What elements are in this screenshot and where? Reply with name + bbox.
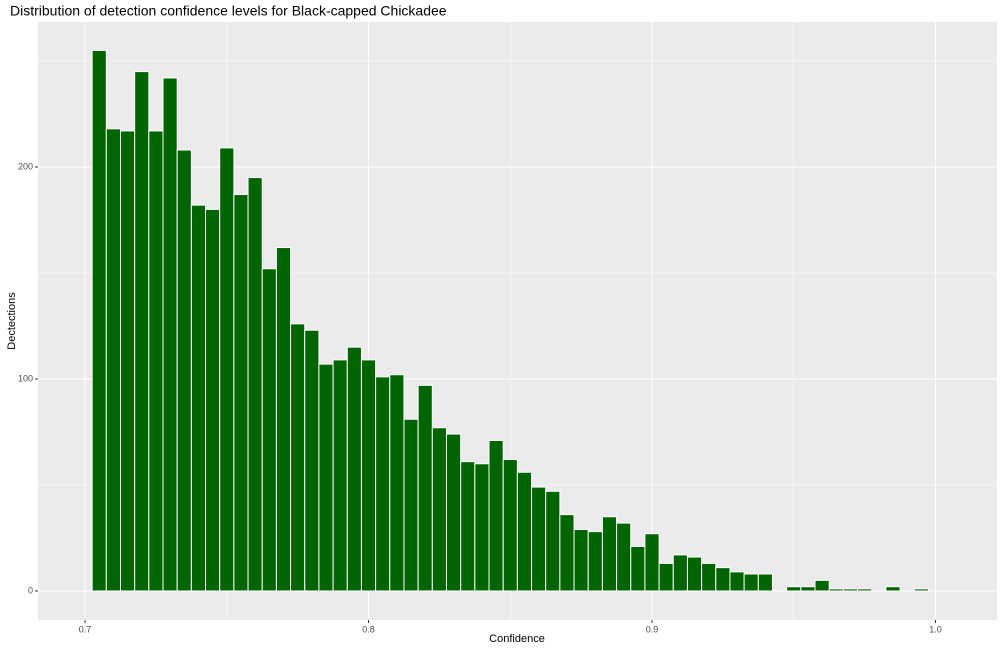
bar [743,573,759,592]
bar [375,376,391,592]
bar [800,586,816,592]
bar [431,427,447,592]
bar [630,545,646,592]
bar [460,461,476,592]
bar [545,490,561,592]
bar [502,459,518,592]
bar [417,384,433,592]
bar [176,149,192,592]
bar [672,554,688,592]
bar [275,247,292,592]
bar [715,567,731,592]
bar [786,586,802,592]
chart-title: Distribution of detection confidence lev… [10,3,447,19]
bar [190,204,207,592]
bar [403,418,419,592]
y-axis-label: Dectections [6,292,18,350]
bar [913,588,929,592]
bar [162,77,178,592]
bar [616,522,632,592]
x-tick-label: 0.8 [362,624,375,634]
bar [686,556,703,592]
bar [261,268,277,592]
bar [701,562,717,592]
bar [318,363,334,592]
bar [360,359,377,592]
bar [389,374,405,592]
x-tick-label: 0.9 [646,624,659,634]
bar [134,71,150,592]
bar [304,329,320,592]
bar [559,514,575,592]
bar [290,323,306,592]
bar [474,463,490,592]
bar [233,194,249,592]
bar [531,486,547,592]
y-tick-label: 0 [28,585,33,595]
bar [857,588,873,592]
bar [119,130,136,592]
bar [885,586,901,592]
bar [601,516,618,592]
bar [346,346,362,592]
y-tick-label: 200 [18,161,33,171]
bar [757,573,773,592]
bar [247,177,263,592]
bar [828,588,844,592]
x-tick-label: 0.7 [79,624,92,634]
bar [644,533,660,592]
bar [516,471,533,592]
bar [488,439,504,592]
y-tick-label: 100 [18,373,33,383]
bar [814,579,830,592]
x-axis-label: Confidence [489,633,545,645]
bar [205,208,221,592]
bar [148,130,164,592]
bar [105,128,121,592]
bar [219,147,235,592]
bar [729,571,745,592]
bar [842,588,859,592]
bar [587,531,603,592]
bar [573,528,589,592]
x-tick-label: 1.0 [929,624,942,634]
bar [332,359,348,592]
bar [445,433,462,592]
bar [658,562,674,592]
bar [91,49,107,592]
